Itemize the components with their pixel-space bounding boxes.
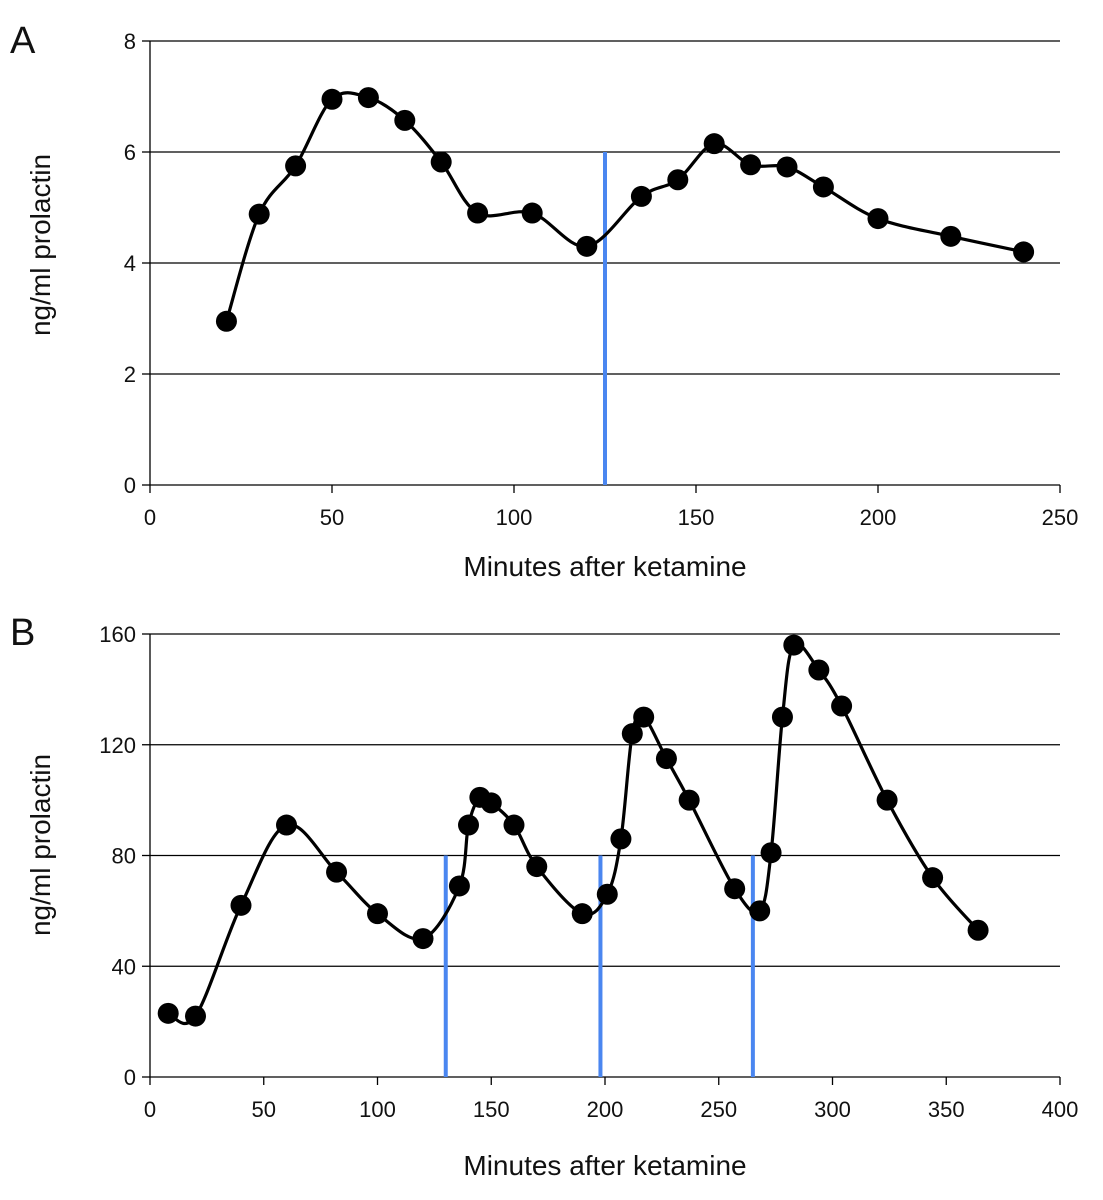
data-point (458, 814, 479, 836)
x-tick-label: 300 (814, 1097, 851, 1122)
data-point (448, 875, 470, 897)
x-tick-label: 250 (1042, 505, 1079, 530)
x-tick-label: 50 (252, 1097, 276, 1122)
data-point (876, 789, 898, 811)
y-tick-label: 160 (99, 622, 136, 647)
x-tick-label: 150 (678, 505, 715, 530)
x-tick-label: 100 (359, 1097, 396, 1122)
data-points (215, 87, 1035, 332)
data-point (394, 109, 416, 131)
data-point (185, 1005, 206, 1027)
series-line (224, 91, 1026, 323)
data-point (703, 133, 725, 155)
data-point (967, 919, 989, 941)
data-point (215, 310, 237, 332)
data-point (655, 748, 677, 770)
chart-panel-b: B 0 40 80 120 160 0 50 100 150 200 250 300 350 400 M… (10, 612, 1078, 1181)
panel-label-a: A (10, 20, 36, 62)
data-point (480, 792, 502, 814)
data-point (808, 659, 830, 681)
x-tick-label: 150 (473, 1097, 510, 1122)
y-axis-title: ng/ml prolactin (25, 154, 56, 336)
y-tick-labels: 0 40 80 120 160 (99, 622, 136, 1090)
x-tick-label: 200 (587, 1097, 624, 1122)
x-axis-title: Minutes after ketamine (463, 1150, 746, 1181)
x-tick-label: 350 (928, 1097, 965, 1122)
axes (142, 40, 1061, 493)
data-point (776, 156, 798, 178)
y-tick-label: 4 (124, 251, 136, 276)
x-tick-label: 250 (700, 1097, 737, 1122)
data-point (430, 151, 452, 173)
y-tick-label: 0 (124, 1065, 136, 1090)
data-point (940, 225, 962, 247)
y-tick-label: 8 (124, 29, 136, 54)
data-point (812, 176, 834, 198)
axes (142, 633, 1061, 1085)
data-point (521, 202, 543, 224)
data-point (596, 883, 618, 905)
y-tick-label: 80 (112, 844, 136, 869)
data-point (412, 928, 434, 950)
data-point (831, 695, 853, 717)
data-point (633, 706, 655, 728)
gridlines (150, 633, 1060, 967)
x-tick-label: 400 (1042, 1097, 1079, 1122)
data-point (230, 894, 252, 916)
x-tick-labels: 0 50 100 150 200 250 300 350 400 (144, 1097, 1078, 1122)
data-point (740, 154, 762, 176)
y-tick-label: 120 (99, 733, 136, 758)
x-tick-labels: 0 50 100 150 200 250 (144, 505, 1078, 530)
data-point (1013, 241, 1035, 263)
data-point (621, 723, 643, 745)
y-tick-labels: 0 2 4 6 8 (124, 29, 136, 498)
x-tick-label: 0 (144, 1097, 156, 1122)
panel-label-b: B (10, 612, 35, 654)
x-tick-label: 0 (144, 505, 156, 530)
data-point (760, 842, 782, 864)
data-point (922, 867, 944, 889)
data-point (576, 235, 598, 257)
y-tick-label: 2 (124, 362, 136, 387)
data-point (321, 88, 343, 110)
data-point (724, 878, 746, 900)
data-point (610, 828, 632, 850)
x-axis-title: Minutes after ketamine (463, 551, 746, 582)
data-point (771, 706, 793, 728)
data-point (467, 202, 489, 224)
data-point (276, 814, 297, 836)
y-tick-label: 40 (112, 954, 136, 979)
x-tick-label: 100 (496, 505, 533, 530)
data-point (326, 861, 348, 883)
data-point (867, 208, 889, 230)
chart-panel-a: A 0 2 4 6 8 0 50 100 150 200 250 Minutes after ke… (10, 20, 1078, 582)
data-point (157, 1002, 179, 1024)
data-points (157, 634, 989, 1027)
series-lines (224, 91, 1026, 323)
data-point (357, 87, 379, 109)
x-tick-label: 50 (320, 505, 344, 530)
data-point (678, 789, 700, 811)
data-point (749, 900, 771, 922)
data-point (783, 634, 805, 656)
y-axis-title: ng/ml prolactin (25, 754, 56, 936)
data-point (285, 155, 307, 177)
y-tick-label: 6 (124, 140, 136, 165)
data-point (248, 203, 270, 225)
x-tick-label: 200 (860, 505, 897, 530)
data-point (526, 856, 548, 878)
data-point (571, 903, 593, 925)
data-point (667, 169, 689, 191)
data-point (367, 903, 388, 925)
data-point (630, 185, 652, 207)
data-point (503, 814, 525, 836)
y-tick-label: 0 (124, 473, 136, 498)
